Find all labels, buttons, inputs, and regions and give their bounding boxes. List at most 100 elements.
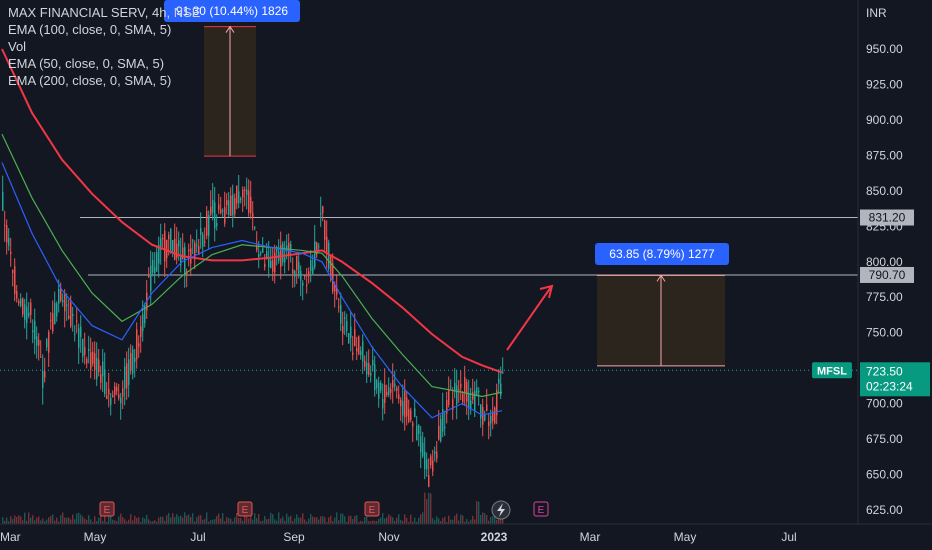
candle-body — [24, 304, 26, 320]
measurement-label[interactable]: 91.30 (10.44%) 1826 — [176, 4, 288, 18]
time-tick-label: Nov — [378, 530, 399, 544]
candle-body — [414, 408, 416, 417]
volume-bar — [252, 519, 254, 524]
volume-bar — [416, 521, 418, 524]
candle-body — [266, 251, 268, 259]
candle-body — [342, 325, 344, 334]
earnings-event-marker[interactable] — [237, 501, 253, 517]
volume-bar — [378, 518, 380, 524]
candle-body — [214, 202, 216, 229]
candle-body — [262, 248, 264, 253]
candle-body — [10, 252, 12, 254]
volume-bar — [286, 513, 288, 524]
volume-bar — [230, 518, 232, 524]
volume-bar — [478, 501, 480, 524]
candle-body — [134, 357, 136, 363]
candle-body — [482, 407, 484, 425]
candle-body — [52, 312, 54, 332]
candle-body — [332, 263, 334, 292]
volume-bar — [430, 493, 432, 524]
candle-body — [446, 400, 448, 414]
volume-bar — [178, 516, 180, 524]
volume-bar — [84, 518, 86, 524]
volume-bar — [112, 519, 114, 524]
volume-bar — [346, 521, 348, 524]
volume-bar — [258, 513, 260, 524]
volume-bar — [290, 515, 292, 524]
volume-bar — [116, 521, 118, 524]
volume-bar — [398, 514, 400, 524]
candle-body — [248, 190, 250, 213]
volume-bar — [464, 521, 466, 524]
volume-bar — [262, 520, 264, 524]
volume-bar — [468, 521, 470, 524]
volume-bar — [264, 516, 266, 524]
volume-bar — [400, 519, 402, 524]
candle-body — [344, 317, 346, 319]
candle-body — [410, 410, 412, 420]
projection-arrow-line[interactable] — [506, 286, 552, 351]
volume-bar — [128, 519, 130, 524]
volume-bar — [74, 519, 76, 524]
candle-body — [416, 425, 418, 441]
measurement-arrow-head — [656, 274, 666, 282]
volume-bar — [238, 517, 240, 524]
candle-body — [154, 266, 156, 274]
candle-body — [96, 358, 98, 380]
candle-body — [420, 436, 422, 453]
measurement-label[interactable]: 63.85 (8.79%) 1277 — [609, 247, 715, 261]
legend-vol[interactable]: Vol — [8, 39, 27, 54]
candle-body — [306, 284, 308, 286]
earnings-event-marker[interactable] — [364, 501, 380, 517]
candle-body — [244, 189, 246, 191]
earnings-event-marker[interactable] — [533, 501, 549, 517]
candle-body — [100, 374, 102, 383]
volume-bar — [454, 515, 456, 524]
candle-body — [430, 456, 432, 465]
legend-ema50[interactable]: EMA (50, close, 0, SMA, 5) — [8, 56, 165, 71]
legend-ema200[interactable]: EMA (200, close, 0, SMA, 5) — [8, 73, 172, 88]
candle-body — [70, 302, 72, 327]
candle-body — [472, 392, 474, 400]
symbol-badge[interactable] — [812, 362, 852, 379]
ema-blue-line[interactable] — [1, 162, 503, 419]
candle-body — [216, 222, 218, 227]
measurement-label-bg — [164, 0, 300, 22]
volume-bar — [172, 513, 174, 524]
earnings-event-marker[interactable] — [99, 501, 115, 517]
time-tick-label: Mar — [0, 530, 21, 544]
volume-bar — [308, 518, 310, 524]
volume-bar — [162, 516, 164, 524]
volume-bar — [10, 516, 12, 524]
volume-bar — [124, 519, 126, 524]
legend-ema100[interactable]: EMA (100, close, 0, SMA, 5) — [8, 22, 172, 37]
ema-green-line[interactable] — [1, 133, 503, 398]
candle-body — [364, 360, 366, 367]
ema-red-line[interactable] — [1, 48, 503, 374]
candle-body — [312, 266, 314, 274]
time-tick-label: May — [674, 530, 697, 544]
candle-body — [178, 240, 180, 247]
candle-body — [246, 189, 248, 196]
volume-bar — [182, 517, 184, 524]
candle-body — [86, 359, 88, 364]
candle-body — [338, 306, 340, 308]
volume-bar — [96, 521, 98, 524]
volume-bar — [466, 519, 468, 524]
candle-body — [182, 247, 184, 260]
volume-bar — [370, 521, 372, 524]
candle-body — [20, 299, 22, 306]
volume-bar — [410, 514, 412, 524]
volume-bar — [126, 521, 128, 524]
volume-bar — [336, 512, 338, 524]
volume-bar — [406, 518, 408, 524]
candle-body — [32, 330, 34, 333]
legend-symbol[interactable]: MAX FINANCIAL SERV, 4h, NSE — [8, 5, 201, 20]
volume-bar — [2, 517, 4, 524]
candle-body — [120, 397, 122, 404]
volume-bar — [168, 512, 170, 524]
candle-body — [356, 347, 358, 352]
candle-body — [132, 349, 134, 374]
candle-body — [224, 207, 226, 224]
